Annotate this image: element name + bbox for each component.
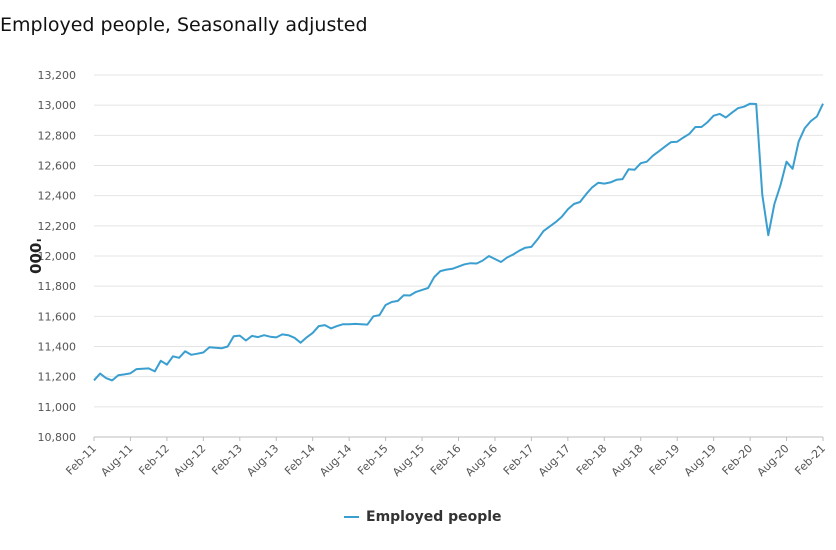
x-tick-label: Aug-11 — [98, 442, 135, 479]
x-tick-label: Feb-14 — [282, 442, 318, 478]
x-tick-label: Aug-17 — [536, 442, 573, 479]
chart-title: Employed people, Seasonally adjusted — [0, 14, 368, 36]
x-tick-label: Feb-17 — [501, 442, 537, 478]
legend-label: Employed people — [366, 509, 502, 525]
y-tick-label: 12,400 — [38, 190, 77, 203]
x-tick-label: Feb-12 — [136, 442, 172, 478]
y-tick-label: 13,000 — [38, 99, 77, 112]
x-tick-label: Aug-18 — [609, 442, 646, 479]
x-tick-label: Aug-14 — [317, 442, 354, 479]
x-tick-label: Aug-16 — [463, 442, 500, 479]
y-tick-label: 13,200 — [38, 69, 77, 82]
y-tick-label: 11,800 — [38, 280, 77, 293]
x-tick-label: Feb-11 — [63, 442, 99, 478]
y-tick-label: 12,200 — [38, 220, 77, 233]
y-tick-label: 11,600 — [38, 310, 77, 323]
y-tick-label: 12,000 — [38, 250, 77, 263]
x-tick-label: Feb-20 — [720, 442, 756, 478]
x-tick-label: Feb-15 — [355, 442, 391, 478]
x-tick-label: Feb-19 — [647, 442, 683, 478]
y-tick-label: 11,200 — [38, 371, 77, 384]
x-tick-label: Aug-13 — [244, 442, 281, 479]
series-line-employed-people — [93, 102, 824, 382]
y-tick-label: 12,800 — [38, 129, 77, 142]
legend-swatch — [344, 516, 359, 518]
legend: Employed people — [344, 509, 502, 525]
y-tick-label: 11,000 — [38, 401, 77, 414]
x-tick-label: Aug-19 — [682, 442, 719, 479]
chart-area: 10,800 11,000 11,200 11,400 11,600 11,800 12,0… — [26, 69, 828, 479]
x-tick-label: Aug-20 — [755, 442, 792, 479]
x-tick-label: Feb-21 — [792, 442, 828, 478]
x-tick-label: Feb-13 — [209, 442, 245, 478]
y-tick-label: 12,600 — [38, 160, 77, 173]
x-tick-label: Aug-15 — [390, 442, 427, 479]
x-tick-label: Aug-12 — [171, 442, 208, 479]
y-tick-label: 10,800 — [38, 431, 77, 444]
y-axis-label: '000 — [26, 238, 44, 274]
x-tick-label: Feb-16 — [428, 442, 464, 478]
y-tick-label: 11,400 — [38, 341, 77, 354]
x-tick-label: Feb-18 — [574, 442, 610, 478]
